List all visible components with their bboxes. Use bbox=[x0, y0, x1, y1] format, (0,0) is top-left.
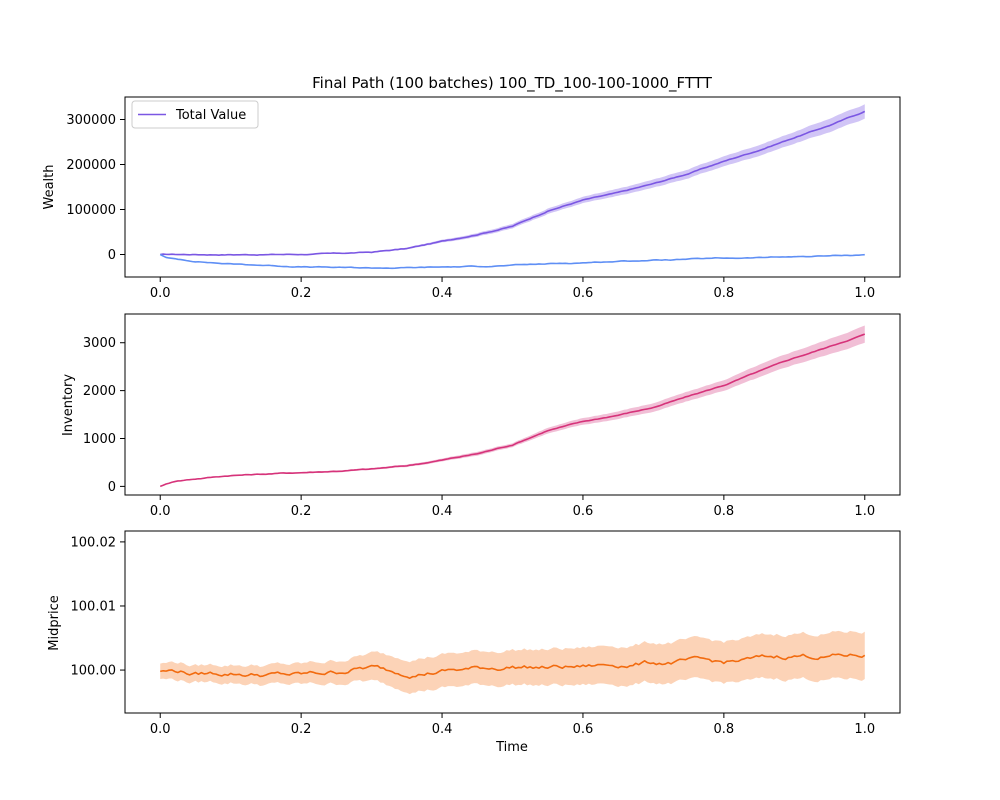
wealth-xtick-label: 0.6 bbox=[573, 286, 594, 301]
wealth-ytick-label: 0 bbox=[108, 248, 116, 263]
inventory-xtick-label: 0.8 bbox=[714, 504, 735, 519]
inventory-ytick-label: 0 bbox=[108, 480, 116, 495]
midprice-band-0 bbox=[160, 630, 865, 695]
inventory-xtick-label: 0.2 bbox=[291, 504, 312, 519]
wealth-axes-frame bbox=[124, 96, 901, 278]
legend-box bbox=[131, 100, 259, 129]
midprice-plot-area: 0.0 0.2 0.4 0.6 0.8 1.0 100.00 100.01 100.02 bbox=[71, 530, 901, 737]
wealth-ytick-label: 200000 bbox=[66, 158, 116, 173]
wealth-legend: Total Value bbox=[131, 100, 259, 129]
midprice-panel: 0.0 0.2 0.4 0.6 0.8 1.0 100.00 100.01 100.02 Mid… bbox=[47, 530, 901, 755]
midprice-ytick-label: 100.02 bbox=[71, 535, 117, 550]
midprice-xtick-label: 0.0 bbox=[150, 722, 171, 737]
midprice-xtick-label: 0.2 bbox=[291, 722, 312, 737]
inventory-xtick-label: 0.0 bbox=[150, 504, 171, 519]
wealth-xtick-label: 1.0 bbox=[854, 286, 875, 301]
inventory-ytick-label: 3000 bbox=[83, 336, 116, 351]
inventory-xtick-label: 0.4 bbox=[432, 504, 453, 519]
midprice-xtick-label: 0.8 bbox=[714, 722, 735, 737]
midprice-ylabel: Midprice bbox=[47, 595, 62, 650]
midprice-series-line-0 bbox=[160, 653, 866, 679]
inventory-band-0 bbox=[160, 325, 865, 487]
inventory-ylabel: Inventory bbox=[61, 374, 76, 436]
wealth-ytick-label: 100000 bbox=[66, 203, 116, 218]
inventory-panel: 0.0 0.2 0.4 0.6 0.8 1.0 0 1000 2000 3000 Inventor… bbox=[61, 313, 901, 519]
inventory-ytick-label: 1000 bbox=[83, 432, 116, 447]
midprice-xtick-label: 0.6 bbox=[573, 722, 594, 737]
wealth-series-line-0 bbox=[160, 110, 866, 256]
inventory-xtick-label: 0.6 bbox=[573, 504, 594, 519]
wealth-xtick-label: 0.8 bbox=[714, 286, 735, 301]
wealth-xtick-label: 0.0 bbox=[150, 286, 171, 301]
inventory-axes-frame bbox=[124, 313, 901, 496]
midprice-axes-frame bbox=[124, 530, 901, 714]
wealth-series-line-1 bbox=[159, 253, 865, 270]
inventory-series-line-0 bbox=[159, 333, 866, 488]
wealth-xtick-label: 0.2 bbox=[291, 286, 312, 301]
wealth-xtick-label: 0.4 bbox=[432, 286, 453, 301]
inventory-plot-area: 0.0 0.2 0.4 0.6 0.8 1.0 0 1000 2000 3000 bbox=[83, 313, 901, 519]
wealth-band-0 bbox=[160, 104, 865, 256]
legend-label-total-value: Total Value bbox=[175, 108, 246, 123]
x-axis-label: Time bbox=[495, 740, 528, 755]
wealth-plot-area: 0.0 0.2 0.4 0.6 0.8 1.0 0 100000 200000 300000 bbox=[66, 96, 901, 301]
wealth-ytick-label: 300000 bbox=[66, 113, 116, 128]
midprice-ytick-label: 100.00 bbox=[71, 664, 117, 679]
midprice-xtick-label: 0.4 bbox=[432, 722, 453, 737]
wealth-panel: 0.0 0.2 0.4 0.6 0.8 1.0 0 100000 200000 300000 We… bbox=[42, 96, 901, 301]
figure-title: Final Path (100 batches) 100_TD_100-100-… bbox=[312, 74, 713, 93]
midprice-ytick-label: 100.01 bbox=[71, 599, 117, 614]
midprice-xtick-label: 1.0 bbox=[854, 722, 875, 737]
wealth-ylabel: Wealth bbox=[42, 164, 57, 209]
inventory-xtick-label: 1.0 bbox=[854, 504, 875, 519]
inventory-ytick-label: 2000 bbox=[83, 384, 116, 399]
